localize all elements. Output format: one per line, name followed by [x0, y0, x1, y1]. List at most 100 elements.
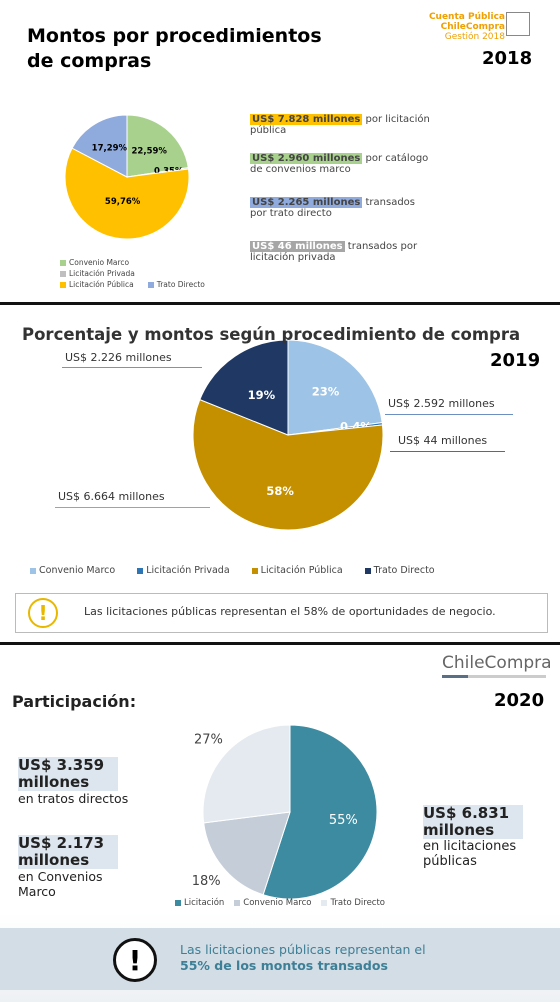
slice-label: 59,76% — [105, 197, 141, 207]
pie-slice — [202, 724, 291, 824]
separator — [0, 642, 560, 645]
pie-slice — [199, 339, 289, 436]
note: Las licitaciones públicas representan el… — [180, 942, 426, 974]
annotation-text: en licitaciones públicas — [423, 839, 517, 869]
annotation-text: por catálogo de convenios marco — [250, 153, 429, 175]
legend-label: Licitación Privada — [146, 565, 230, 576]
amount: US$ 46 millones — [250, 241, 345, 252]
pie-slice — [192, 398, 384, 531]
logo-line: Gestión 2018 — [444, 32, 505, 42]
legend-item: Licitación — [175, 898, 224, 908]
pie-slice — [203, 811, 291, 896]
legend-label: Trato Directo — [373, 565, 435, 576]
leader-line — [55, 507, 210, 508]
pie-slice — [287, 339, 383, 436]
annotation-text: en Convenios Marco — [18, 869, 103, 899]
year: 2018 — [482, 48, 533, 69]
legend: Licitación Convenio Marco Trato Directo — [175, 898, 475, 908]
legend-item: Licitación Pública — [60, 280, 134, 289]
pie-slice — [126, 114, 189, 178]
legend-label: Licitación Pública — [260, 565, 343, 576]
note-emphasis: 55% de los montos transados — [180, 958, 388, 973]
legend-label: Trato Directo — [330, 898, 386, 908]
legend-label: Licitación Pública — [69, 280, 134, 289]
legend-swatch — [147, 282, 154, 288]
logo-bar — [442, 675, 546, 678]
slice-label: 18% — [192, 874, 221, 889]
legend-swatch — [251, 567, 258, 574]
legend-item: Licitación Pública — [251, 565, 343, 576]
year: 2019 — [490, 350, 541, 371]
legend-item: Trato Directo — [321, 898, 385, 908]
title: Montos por procedimientos de compras — [27, 25, 322, 72]
note: Las licitaciones públicas representan el… — [84, 605, 496, 618]
legend-swatch — [60, 282, 66, 288]
logo-line: ChileCompra — [440, 22, 505, 32]
annotation: US$ 2.226 millones — [65, 351, 172, 364]
annotation: US$ 3.359 millones en tratos directos — [18, 757, 168, 806]
amount: US$ 6.831 millones — [423, 805, 523, 839]
amount: US$ 3.359 millones — [18, 757, 118, 791]
separator — [0, 302, 560, 305]
annotation: US$ 2.592 millones — [388, 397, 495, 410]
legend-label: Convenio Marco — [69, 258, 130, 267]
legend-item: Trato Directo — [364, 565, 435, 576]
legend-swatch — [321, 899, 328, 906]
pie-chart: 23%0,4%58%19% — [192, 339, 384, 531]
annotation: US$ 7.828 millones por licitación públic… — [250, 114, 430, 136]
panel-2018: 22,59%0,35%59,76%17,29% Montos por proce… — [0, 0, 560, 302]
amount: US$ 2.173 millones — [18, 835, 118, 869]
legend-label: Convenio Marco — [39, 565, 116, 576]
legend-swatch — [137, 567, 144, 574]
panel-2019: 23% 0,4% 58% 19% Porcentaje y montos según … — [0, 305, 560, 642]
leader-line — [390, 451, 505, 452]
slice-label: 17,29% — [92, 143, 128, 153]
legend-item: Convenio Marco — [234, 898, 311, 908]
legend: Convenio Marco Licitación Privada Licitaci… — [30, 565, 560, 576]
pie-chart: 55% 18% 27% — [192, 724, 378, 900]
pie-slice — [64, 147, 190, 240]
legend-swatch — [175, 899, 181, 906]
legend-label: Licitación — [184, 898, 225, 908]
note-box: ! Las licitaciones públicas representan … — [15, 593, 548, 633]
note-band: ! Las licitaciones públicas representan … — [0, 928, 560, 990]
legend-swatch — [30, 567, 36, 574]
annotation: US$ 2.265 millones transados por trato d… — [250, 197, 430, 219]
alert-icon: ! — [28, 598, 58, 628]
legend-item: Licitación Privada — [137, 565, 230, 576]
annotation: US$ 46 millones transados por licitación… — [250, 241, 420, 263]
annotation-text: en tratos directos — [18, 791, 129, 806]
annotation: US$ 2.960 millones por catálogo de conve… — [250, 153, 430, 175]
annotation-text: transados por trato directo — [250, 197, 416, 219]
annotation: US$ 44 millones — [398, 434, 488, 447]
annotation: US$ 6.831 millones en licitaciones públic… — [423, 805, 548, 869]
legend-label: Trato Directo — [156, 280, 205, 289]
legend-label: Licitación Privada — [69, 269, 135, 278]
leader-line — [62, 367, 202, 368]
legend-item: Trato Directo — [147, 280, 205, 289]
legend-swatch — [60, 271, 66, 277]
leader-line — [385, 414, 513, 415]
logo-icon — [506, 12, 530, 36]
legend-swatch — [234, 899, 241, 906]
legend-swatch — [60, 260, 66, 266]
pie-chart: 22,59%0,35%59,76%17,29% — [64, 114, 190, 240]
legend-item: Convenio Marco — [60, 258, 129, 267]
logo-line: Cuenta Pública — [428, 12, 505, 22]
slice-label: 23% — [312, 385, 340, 399]
annotation-text: por licitación pública — [250, 114, 430, 136]
legend-item: Convenio Marco — [30, 565, 115, 576]
annotation-text: transados por licitación privada — [250, 241, 418, 263]
amount: US$ 2.265 millones — [250, 197, 363, 208]
amount: US$ 7.828 millones — [250, 114, 363, 125]
amount: US$ 2.960 millones — [250, 153, 363, 164]
title: Porcentaje y montos según procedimiento … — [22, 325, 521, 344]
alert-icon: ! — [113, 938, 157, 982]
panel-2020: 55% 18% 27% ChileCompra Participación: 202… — [0, 645, 560, 1002]
slice-label: 27% — [194, 733, 223, 748]
legend-item: Licitación Privada — [60, 269, 135, 278]
year: 2020 — [494, 690, 545, 711]
note-text: Las licitaciones públicas representan el — [180, 942, 426, 957]
annotation: US$ 2.173 millones en Convenios Marco — [18, 835, 138, 899]
